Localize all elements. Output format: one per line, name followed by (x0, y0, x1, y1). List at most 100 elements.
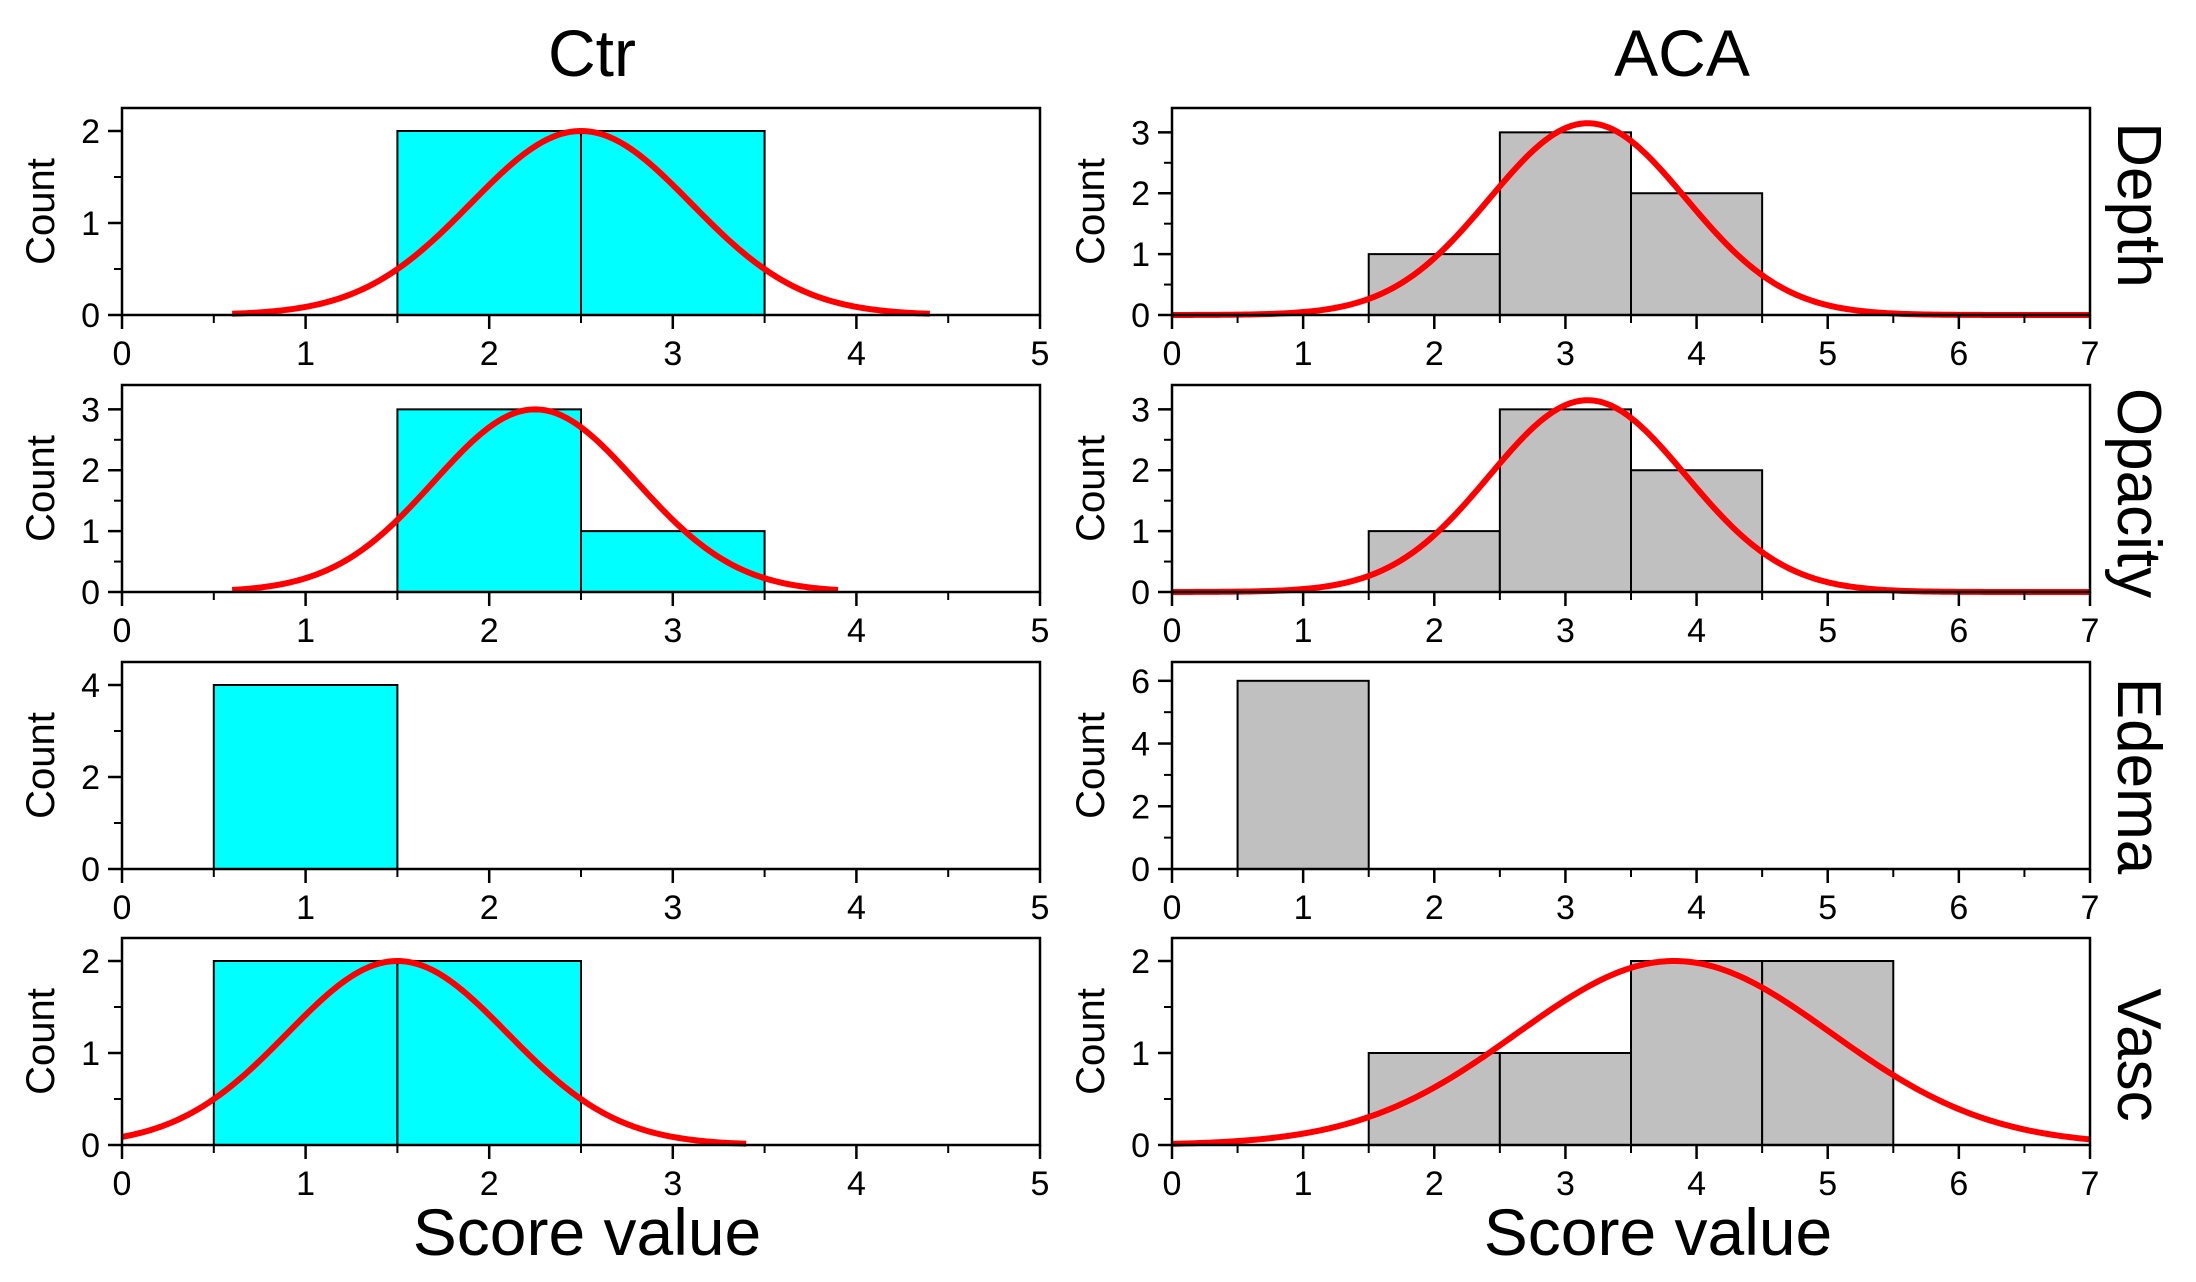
x-tick-label-ctr-vasc: 3 (663, 1165, 682, 1203)
x-tick-label-ctr-vasc: 0 (113, 1165, 132, 1203)
panel-aca-depth: 0 1 2 3 4 5 6 7 0 1 2 3 Count (1069, 106, 2100, 373)
x-tick-label-aca-depth: 5 (1818, 335, 1837, 373)
panel-ctr-depth: 0 1 2 3 4 5 0 1 2 Count (19, 106, 1049, 373)
y-tick-label-aca-opacity: 1 (1131, 513, 1150, 551)
x-tick-label-aca-depth: 2 (1425, 335, 1444, 373)
y-tick-label-ctr-depth: 2 (81, 113, 100, 151)
bar-ctr-edema-0 (212, 684, 399, 870)
x-tick-label-aca-opacity: 7 (2081, 612, 2100, 650)
fit-curve-aca-vasc (1171, 958, 2091, 1147)
x-tick-label-aca-vasc: 5 (1818, 1165, 1837, 1203)
y-axis-label-aca-opacity: Count (1069, 435, 1113, 542)
y-axis-label-ctr-depth: Count (19, 158, 63, 265)
bar-ctr-depth-1 (580, 130, 766, 316)
y-tick-label-aca-opacity: 2 (1131, 452, 1150, 490)
y-axis-label-aca-depth: Count (1069, 158, 1113, 265)
y-tick-label-aca-opacity: 0 (1131, 574, 1150, 612)
bar-aca-depth-1 (1498, 131, 1633, 316)
y-tick-label-aca-vasc: 1 (1131, 1035, 1150, 1073)
x-tick-label-aca-vasc: 1 (1294, 1165, 1313, 1203)
y-tick-label-ctr-depth: 0 (81, 297, 100, 335)
y-tick-label-aca-depth: 3 (1131, 114, 1150, 152)
y-tick-label-ctr-opacity: 3 (81, 391, 100, 429)
panel-aca-edema: 0 1 2 3 4 5 6 7 0 2 4 6 Count (1069, 660, 2100, 927)
x-tick-label-aca-depth: 6 (1949, 335, 1968, 373)
x-tick-label-aca-depth: 0 (1163, 335, 1182, 373)
y-tick-label-aca-opacity: 3 (1131, 391, 1150, 429)
x-tick-label-ctr-opacity: 0 (113, 612, 132, 650)
x-tick-label-aca-edema: 4 (1687, 889, 1706, 927)
bar-aca-vasc-3 (1761, 960, 1895, 1146)
column-title-ctr: Ctr (548, 16, 636, 90)
bar-ctr-opacity-0 (396, 408, 582, 593)
x-tick-label-aca-vasc: 0 (1163, 1165, 1182, 1203)
fit-curve-ctr-depth (232, 128, 930, 317)
row-title-vasc: Vasc (2104, 988, 2173, 1121)
y-axis-label-ctr-opacity: Count (19, 435, 63, 542)
row-title-opacity: Opacity (2104, 388, 2173, 598)
bar-ctr-vasc-0 (212, 960, 399, 1146)
y-tick-label-ctr-edema: 2 (81, 759, 100, 797)
x-tick-label-ctr-depth: 3 (663, 335, 682, 373)
y-tick-label-ctr-edema: 4 (81, 667, 100, 705)
x-tick-label-aca-edema: 2 (1425, 889, 1444, 927)
panel-aca-opacity: 0 1 2 3 4 5 6 7 0 1 2 3 Count (1069, 383, 2100, 650)
x-tick-label-aca-opacity: 4 (1687, 612, 1706, 650)
x-tick-label-aca-opacity: 0 (1163, 612, 1182, 650)
x-tick-label-ctr-depth: 0 (113, 335, 132, 373)
histogram-panels: 0 1 2 3 4 5 0 1 2 Count 0 1 2 3 4 5 6 7 0 1 2 3 Count 0 1 2 3 4 5 0 1 2… (19, 106, 2100, 1203)
y-tick-label-ctr-opacity: 0 (81, 574, 100, 612)
panel-ctr-opacity: 0 1 2 3 4 5 0 1 2 3 Count (19, 383, 1050, 650)
x-tick-label-aca-edema: 7 (2081, 889, 2100, 927)
y-tick-label-aca-vasc: 2 (1131, 943, 1150, 981)
x-tick-label-ctr-opacity: 1 (296, 612, 315, 650)
x-tick-label-ctr-edema: 4 (847, 889, 866, 927)
x-tick-label-ctr-vasc: 5 (1031, 1165, 1050, 1203)
x-tick-label-ctr-depth: 1 (296, 335, 315, 373)
bar-ctr-vasc-1 (396, 960, 582, 1146)
x-tick-label-ctr-edema: 3 (663, 889, 682, 927)
y-axis-label-aca-vasc: Count (1069, 988, 1113, 1095)
y-tick-label-ctr-vasc: 0 (81, 1127, 100, 1165)
x-tick-label-ctr-opacity: 5 (1031, 612, 1050, 650)
x-tick-label-ctr-depth: 4 (847, 335, 866, 373)
y-tick-label-ctr-edema: 0 (81, 851, 100, 889)
column-title-aca: ACA (1614, 16, 1750, 90)
x-tick-label-aca-depth: 1 (1294, 335, 1313, 373)
x-tick-label-aca-edema: 1 (1294, 889, 1313, 927)
bar-aca-vasc-1 (1498, 1052, 1633, 1146)
y-tick-label-ctr-vasc: 1 (81, 1035, 100, 1073)
x-tick-label-ctr-opacity: 3 (663, 612, 682, 650)
panel-ctr-vasc: 0 1 2 3 4 5 0 1 2 Count (19, 936, 1050, 1203)
y-axis-label-ctr-edema: Count (19, 712, 63, 819)
x-tick-label-ctr-edema: 5 (1031, 889, 1050, 927)
row-title-depth: Depth (2104, 122, 2173, 287)
x-tick-label-ctr-depth: 2 (480, 335, 499, 373)
x-tick-label-aca-opacity: 3 (1556, 612, 1575, 650)
x-tick-label-aca-edema: 6 (1949, 889, 1968, 927)
x-tick-label-ctr-vasc: 4 (847, 1165, 866, 1203)
x-tick-label-aca-vasc: 2 (1425, 1165, 1444, 1203)
x-tick-label-aca-vasc: 4 (1687, 1165, 1706, 1203)
bar-aca-vasc-0 (1367, 1052, 1501, 1146)
panel-aca-vasc: 0 1 2 3 4 5 6 7 0 1 2 Count (1069, 936, 2099, 1203)
x-tick-label-aca-depth: 3 (1556, 335, 1575, 373)
y-tick-label-aca-depth: 1 (1131, 236, 1150, 274)
bar-ctr-depth-0 (396, 130, 582, 316)
x-tick-label-aca-opacity: 2 (1425, 612, 1444, 650)
x-tick-label-aca-vasc: 3 (1556, 1165, 1575, 1203)
x-tick-label-aca-edema: 3 (1556, 889, 1575, 927)
x-tick-label-aca-depth: 7 (2081, 335, 2100, 373)
x-axis-label-aca: Score value (1484, 1195, 1833, 1269)
y-tick-label-ctr-opacity: 2 (81, 452, 100, 490)
x-tick-label-aca-opacity: 5 (1818, 612, 1837, 650)
y-tick-label-ctr-vasc: 2 (81, 943, 100, 981)
bar-aca-depth-0 (1367, 253, 1501, 316)
x-tick-label-ctr-edema: 0 (113, 889, 132, 927)
y-tick-label-aca-depth: 2 (1131, 175, 1150, 213)
bar-aca-edema-0 (1236, 679, 1370, 870)
x-tick-label-ctr-vasc: 2 (480, 1165, 499, 1203)
x-tick-label-ctr-vasc: 1 (296, 1165, 315, 1203)
bar-aca-vasc-2 (1630, 960, 1764, 1146)
